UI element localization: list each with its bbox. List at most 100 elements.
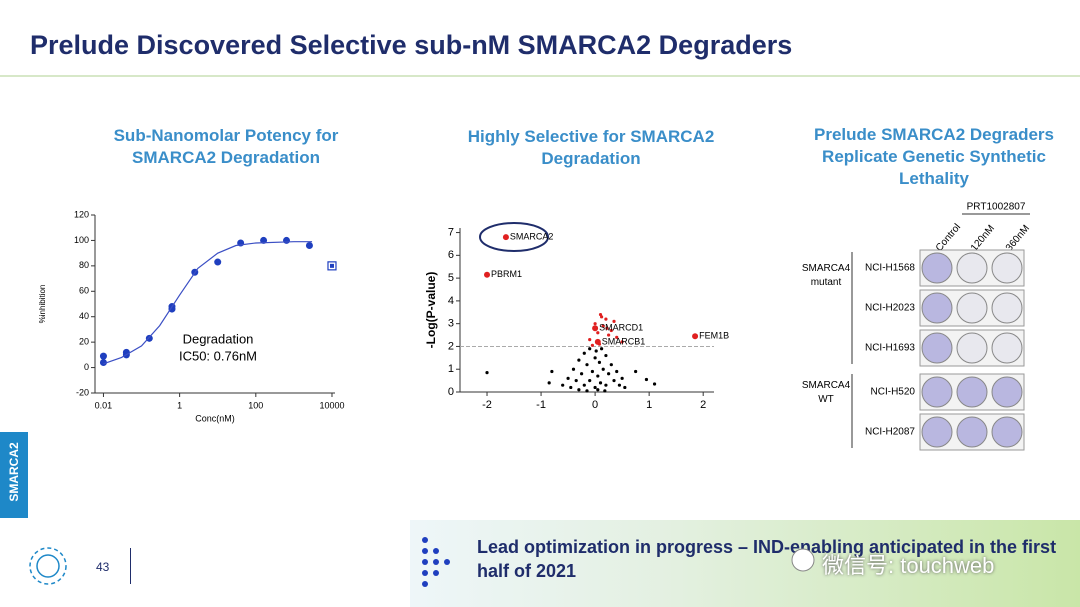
point-label: SMARCA2 xyxy=(510,231,554,241)
point xyxy=(596,331,600,335)
well xyxy=(956,332,988,364)
footer-band xyxy=(410,520,1080,607)
well xyxy=(956,376,988,408)
well xyxy=(921,292,953,324)
point xyxy=(585,363,589,367)
well xyxy=(991,416,1023,448)
point xyxy=(612,379,616,383)
row-label: NCI-H1693 xyxy=(865,343,915,354)
point xyxy=(569,385,573,390)
y-tick-label: 20 xyxy=(79,337,89,347)
point xyxy=(609,363,613,367)
watermark: 微信号: touchweb xyxy=(822,553,995,578)
point xyxy=(599,347,604,351)
point xyxy=(596,374,600,378)
panel-title: Sub-Nanomolar Potency for SMARCA2 Degrad… xyxy=(113,126,339,167)
point xyxy=(593,356,597,360)
dots-icon xyxy=(422,537,450,587)
y-tick-label: 7 xyxy=(448,226,454,238)
side-tab xyxy=(0,432,28,518)
x-tick-label: 1 xyxy=(177,400,182,410)
well xyxy=(921,332,953,364)
group-label-line: WT xyxy=(818,394,834,405)
y-tick-label: 4 xyxy=(448,295,454,307)
well xyxy=(991,332,1023,364)
x-tick-label: -1 xyxy=(536,399,546,411)
point xyxy=(601,324,605,328)
point xyxy=(623,385,627,390)
point xyxy=(596,388,600,392)
page-number: 43 xyxy=(96,560,110,574)
group-label: SMARCA4 WT xyxy=(802,380,851,405)
group-label: SMARCA4 mutant xyxy=(802,263,851,288)
y-tick-label: 2 xyxy=(448,340,454,352)
point xyxy=(588,379,592,383)
footer-text: Lead optimization in progress – IND-enab… xyxy=(477,537,1057,581)
point xyxy=(283,236,291,244)
point xyxy=(597,360,602,364)
y-tick-label: 0 xyxy=(84,362,89,372)
group-label-line: SMARCA4 xyxy=(802,380,851,391)
y-tick-label: -20 xyxy=(76,387,89,397)
x-tick-label: -2 xyxy=(482,399,492,411)
well xyxy=(956,416,988,448)
x-tick-label: 2 xyxy=(700,399,706,411)
point xyxy=(652,382,657,386)
column-label: Control xyxy=(934,222,963,254)
point xyxy=(620,340,624,344)
row-label: NCI-H2087 xyxy=(865,427,915,438)
point-label: SMARCB1 xyxy=(602,336,646,346)
x-tick-label: 100 xyxy=(248,400,263,410)
point-label: PBRM1 xyxy=(491,269,522,279)
point xyxy=(574,379,578,383)
point xyxy=(617,383,622,387)
point xyxy=(612,319,616,323)
column-label: 360nM xyxy=(1004,223,1032,253)
divider xyxy=(130,548,131,584)
point xyxy=(502,234,509,241)
well xyxy=(956,292,988,324)
point xyxy=(590,343,595,347)
well xyxy=(921,252,953,284)
point xyxy=(99,352,107,360)
y-tick-label: 5 xyxy=(448,272,454,284)
point xyxy=(566,376,570,380)
point xyxy=(577,388,581,392)
annotation: Degradation xyxy=(183,331,254,346)
point xyxy=(547,381,551,385)
y-axis-label: -Log(P-value) xyxy=(424,272,438,349)
point xyxy=(604,353,608,358)
point xyxy=(588,347,592,351)
x-axis-label: Conc(nM) xyxy=(195,413,235,423)
well xyxy=(991,252,1023,284)
point xyxy=(609,328,613,333)
panel-title: Highly Selective for SMARCA2 Degradation xyxy=(467,127,715,168)
point-label: FEM1B xyxy=(699,331,729,341)
point xyxy=(615,369,619,374)
point xyxy=(634,369,638,374)
point xyxy=(692,333,699,340)
highlight-ellipse xyxy=(479,222,549,252)
row-label: NCI-H520 xyxy=(871,387,916,398)
point xyxy=(593,322,597,326)
well xyxy=(921,376,953,408)
row-label: NCI-H2023 xyxy=(865,303,915,314)
point xyxy=(615,335,619,339)
y-tick-label: 100 xyxy=(74,235,89,245)
y-tick-label: 120 xyxy=(74,209,89,219)
point xyxy=(601,367,605,371)
row-label: NCI-H1568 xyxy=(865,263,915,274)
point xyxy=(592,325,599,332)
well xyxy=(921,416,953,448)
point xyxy=(577,358,581,362)
point xyxy=(485,371,489,375)
point xyxy=(607,372,611,376)
point xyxy=(550,369,554,374)
title-rule xyxy=(0,75,1080,77)
point xyxy=(605,326,609,330)
y-tick-label: 6 xyxy=(448,249,454,261)
point xyxy=(594,349,598,353)
fit-line xyxy=(103,241,313,365)
